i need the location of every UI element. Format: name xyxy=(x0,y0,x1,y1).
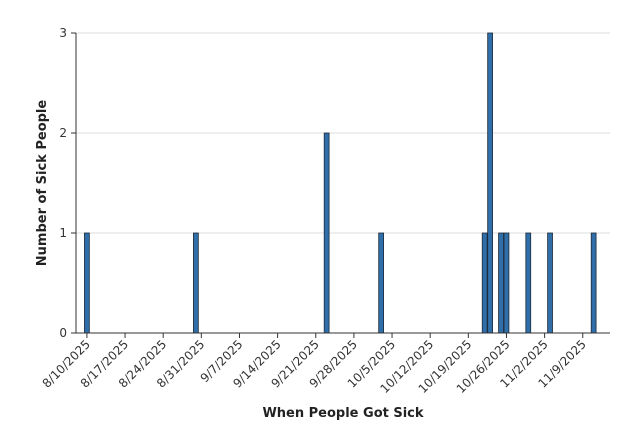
x-axis-title: When People Got Sick xyxy=(262,406,423,421)
bar-2025-10-03 xyxy=(378,232,384,334)
bar-2025-10-26 xyxy=(503,232,510,334)
bar-2025-08-10 xyxy=(84,232,90,334)
bar-2025-10-25 xyxy=(498,232,504,334)
bar-2025-11-11 xyxy=(590,232,597,334)
x-tick-labels: 8/10/20258/17/20258/24/20258/31/20259/7/… xyxy=(40,337,589,396)
bar-2025-11-03 xyxy=(547,232,553,334)
bar-2025-08-30 xyxy=(193,232,199,334)
y-tick-label-3: 3 xyxy=(59,26,67,40)
y-tick-label-0: 0 xyxy=(59,326,67,340)
bar-2025-10-30 xyxy=(525,232,532,334)
y-tick-label-1: 1 xyxy=(59,226,67,240)
y-axis-title: Number of Sick People xyxy=(35,100,50,267)
y-tick-labels: 0 1 2 3 xyxy=(59,26,67,340)
y-tick-label-2: 2 xyxy=(59,126,67,140)
bar-2025-10-22 xyxy=(481,232,488,334)
gridlines xyxy=(76,32,610,234)
bars xyxy=(84,32,597,334)
axes xyxy=(71,32,610,338)
bar-2025-09-23 xyxy=(323,132,330,334)
bar-2025-10-23 xyxy=(487,32,493,334)
